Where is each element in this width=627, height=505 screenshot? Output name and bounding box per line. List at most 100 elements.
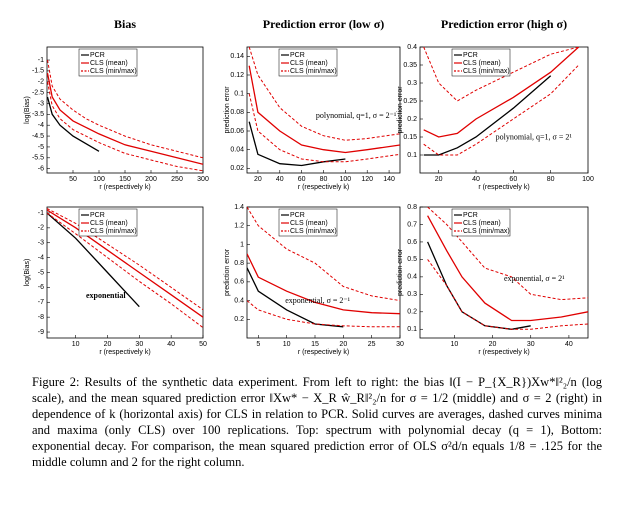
y-tick-label: 0.25 <box>403 98 417 105</box>
y-tick-label: 0.1 <box>407 326 417 333</box>
y-tick-label: -6 <box>38 165 44 172</box>
y-tick-label: 0.4 <box>234 297 244 304</box>
series-line <box>47 96 100 152</box>
y-tick-label: 0.02 <box>230 165 244 172</box>
y-tick-label: -5.5 <box>32 155 44 162</box>
legend-label: CLS (mean) <box>90 220 128 227</box>
y-tick-label: -2 <box>38 225 44 232</box>
y-axis-label: log(Bias) <box>24 96 31 124</box>
y-tick-label: 0.04 <box>230 147 244 154</box>
x-tick-label: 200 <box>145 176 157 183</box>
legend-label: CLS (mean) <box>290 60 328 67</box>
x-tick-label: 10 <box>283 341 291 348</box>
y-tick-label: 0.7 <box>407 221 417 228</box>
legend-label: CLS (mean) <box>463 60 501 67</box>
x-tick-label: 100 <box>582 176 594 183</box>
y-tick-label: -1 <box>38 57 44 64</box>
series-line <box>47 209 203 318</box>
legend-label: PCR <box>90 212 105 219</box>
x-tick-label: 20 <box>104 341 112 348</box>
legend-label: CLS (mean) <box>290 220 328 227</box>
legend-label: PCR <box>90 52 105 59</box>
y-tick-label: -5 <box>38 269 44 276</box>
x-tick-label: 10 <box>450 341 458 348</box>
series-line <box>423 75 552 156</box>
x-tick-label: 30 <box>135 341 143 348</box>
x-tick-label: 250 <box>171 176 183 183</box>
y-axis-label: prediction error <box>224 86 231 134</box>
x-tick-label: 140 <box>383 176 395 183</box>
series-min-line <box>247 300 400 328</box>
plot-frame <box>246 206 401 339</box>
annotation: exponential, σ = 2⁻¹ <box>285 296 350 305</box>
x-tick-label: 50 <box>199 341 207 348</box>
annotation: polynomial, q=1, σ = 2¹ <box>496 133 573 142</box>
y-tick-label: 1.2 <box>234 223 244 230</box>
y-tick-label: 0.35 <box>403 62 417 69</box>
x-tick-label: 60 <box>509 176 517 183</box>
x-tick-label: 100 <box>93 176 105 183</box>
series-line <box>47 72 203 165</box>
legend-label: CLS (min/max) <box>90 68 137 75</box>
y-tick-label: 0.8 <box>407 204 417 211</box>
x-tick-label: 25 <box>368 341 376 348</box>
series-line <box>248 65 400 154</box>
series-min-line <box>248 93 400 163</box>
x-axis-label: r (respectively k) <box>298 349 349 356</box>
panel-title: Prediction error (high σ) <box>441 17 567 31</box>
series-line <box>423 47 580 138</box>
y-tick-label: 0.5 <box>407 256 417 263</box>
legend-label: CLS (min/max) <box>463 68 510 75</box>
y-tick-label: 1.4 <box>234 204 244 211</box>
x-axis-label: r (respectively k) <box>478 349 529 356</box>
series-line <box>47 212 140 308</box>
y-tick-label: 0.15 <box>403 134 417 141</box>
y-tick-label: 0.6 <box>234 279 244 286</box>
series-max-line <box>427 207 588 301</box>
x-axis-label: r (respectively k) <box>99 349 150 356</box>
y-tick-label: 0.12 <box>230 72 244 79</box>
x-tick-label: 30 <box>396 341 404 348</box>
y-tick-label: 0.4 <box>407 44 417 51</box>
y-tick-label: -7 <box>38 299 44 306</box>
series-line <box>247 253 400 315</box>
x-tick-label: 300 <box>197 176 209 183</box>
y-tick-label: -9 <box>38 329 44 336</box>
x-axis-label: r (respectively k) <box>478 184 529 191</box>
y-axis-label: prediction error <box>224 248 231 296</box>
legend-label: CLS (mean) <box>90 60 128 67</box>
series-line <box>427 215 588 322</box>
y-tick-label: -4.5 <box>32 133 44 140</box>
y-tick-label: 0.3 <box>407 291 417 298</box>
x-tick-label: 20 <box>339 341 347 348</box>
series-max-line <box>423 47 579 102</box>
x-tick-label: 20 <box>489 341 497 348</box>
x-tick-label: 80 <box>547 176 555 183</box>
x-tick-label: 50 <box>69 176 77 183</box>
legend-label: CLS (mean) <box>463 220 501 227</box>
y-tick-label: -1.5 <box>32 68 44 75</box>
y-tick-label: -3.5 <box>32 111 44 118</box>
y-tick-label: -3 <box>38 100 44 107</box>
series-min-line <box>47 81 203 172</box>
legend-label: PCR <box>290 52 305 59</box>
y-tick-label: 0.14 <box>230 53 244 60</box>
plot-frame <box>419 206 589 339</box>
y-tick-label: -2 <box>38 79 44 86</box>
y-tick-label: -2.5 <box>32 89 44 96</box>
y-axis-label: log(Bias) <box>24 259 31 287</box>
series-max-line <box>248 47 400 141</box>
annotation: exponential, σ = 2¹ <box>504 274 565 283</box>
x-tick-label: 5 <box>256 341 260 348</box>
y-tick-label: -1 <box>38 210 44 217</box>
series-line <box>427 241 531 330</box>
y-tick-label: 0.2 <box>234 316 244 323</box>
x-tick-label: 120 <box>361 176 373 183</box>
y-tick-label: 0.08 <box>230 109 244 116</box>
x-tick-label: 40 <box>167 341 175 348</box>
series-max-line <box>47 208 203 311</box>
legend-label: CLS (min/max) <box>90 228 137 235</box>
y-tick-label: 0.4 <box>407 274 417 281</box>
x-tick-label: 30 <box>527 341 535 348</box>
